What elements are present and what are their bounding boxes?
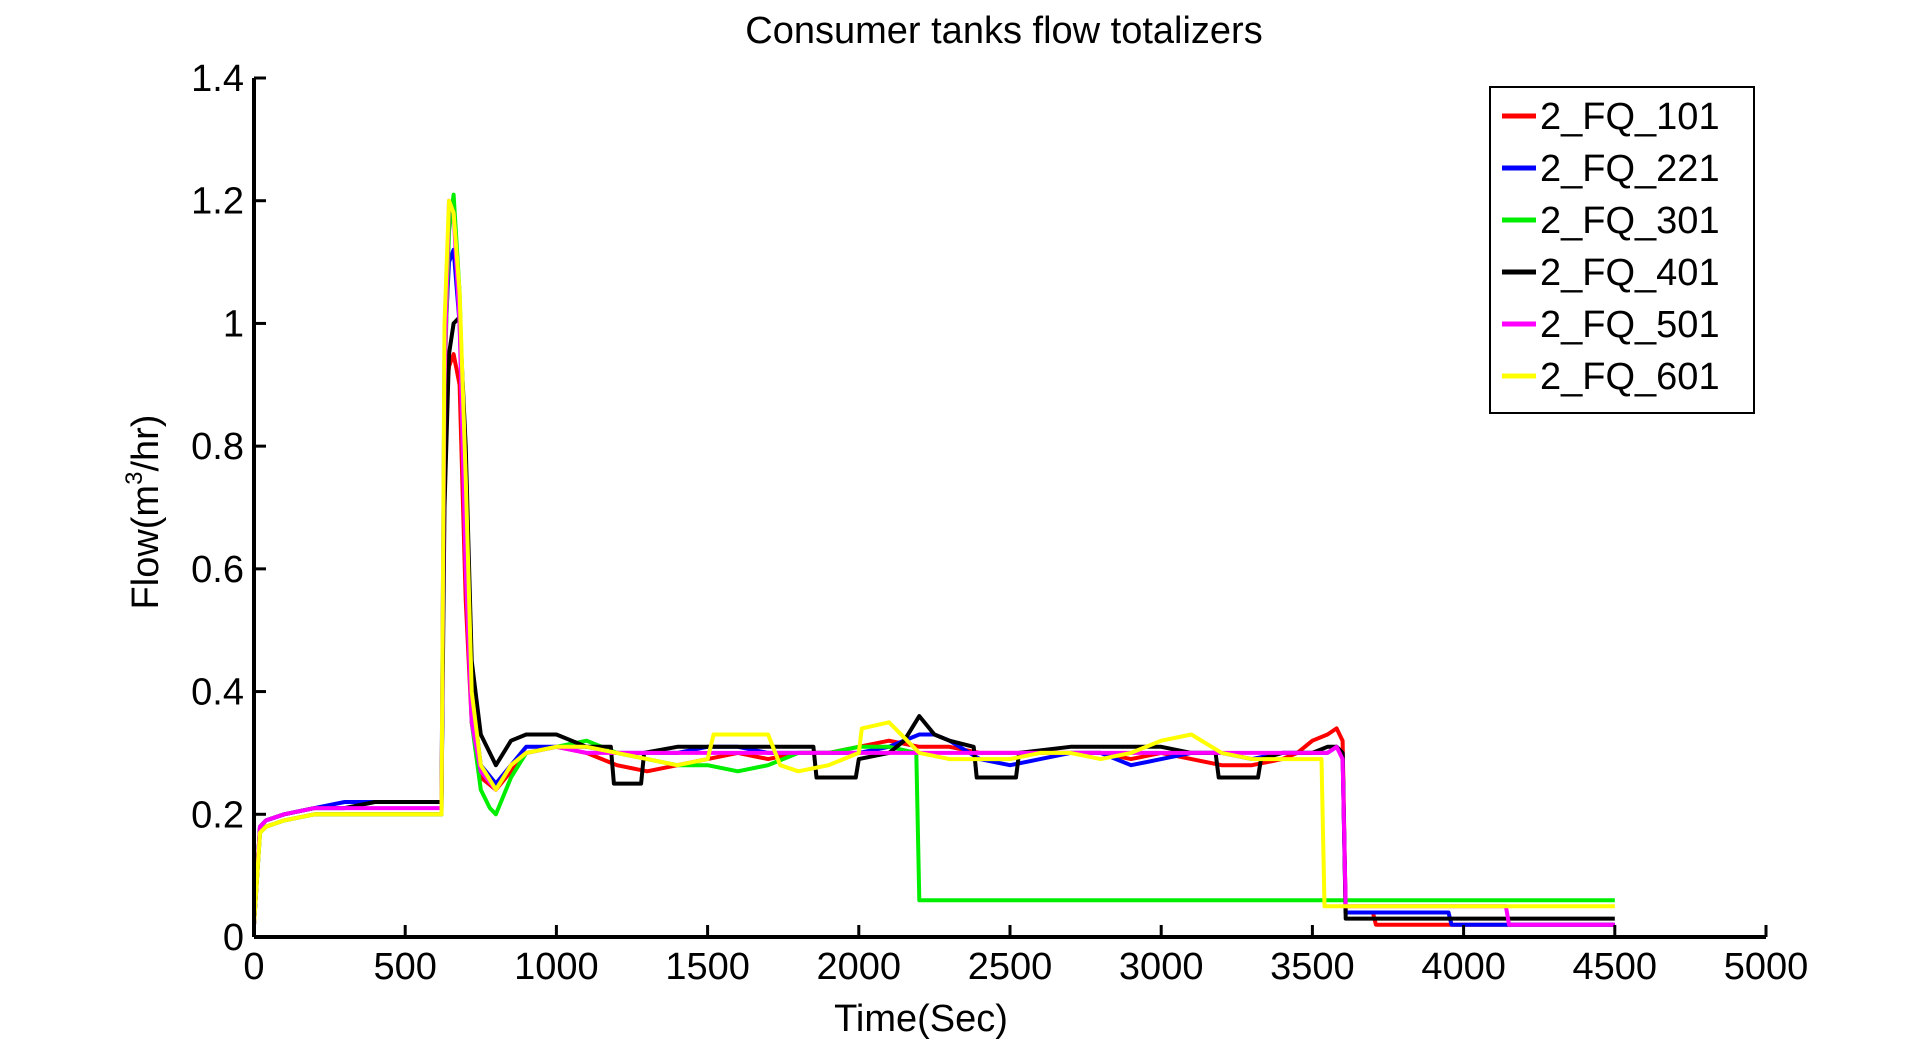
x-axis-label: Time(Sec) <box>834 998 1008 1040</box>
ticks-group: 0 500 1000 1500 2000 2500 3000 3500 4000 4500 5000… <box>191 58 1808 988</box>
x-tick-label: 2500 <box>968 946 1053 988</box>
x-tick-label: 4500 <box>1573 946 1658 988</box>
legend: 2_FQ_101 2_FQ_221 2_FQ_301 2_FQ_401 2_FQ_501… <box>1489 86 1755 414</box>
y-axis-label-main: Flow(m <box>125 485 167 610</box>
x-tick-label: 500 <box>373 946 436 988</box>
y-axis-label-tail: /hr) <box>125 415 167 472</box>
legend-label: 2_FQ_101 <box>1540 96 1720 138</box>
y-tick-label: 0.8 <box>191 426 244 468</box>
series-line-2_FQ_601 <box>252 198 1615 925</box>
series-group <box>252 192 1615 927</box>
y-axis-label: Flow(m3/hr) <box>121 415 167 610</box>
x-tick-label: 2000 <box>817 946 902 988</box>
legend-label: 2_FQ_401 <box>1540 252 1720 294</box>
x-tick-label: 5000 <box>1724 946 1809 988</box>
y-tick-label: 0.4 <box>191 672 244 714</box>
chart-title: Consumer tanks flow totalizers <box>745 10 1262 52</box>
y-tick-label: 0.2 <box>191 794 244 836</box>
y-axis-label-sup: 3 <box>121 472 148 485</box>
x-tick-label: 3500 <box>1270 946 1355 988</box>
y-tick-label: 0 <box>223 917 244 959</box>
legend-box <box>1489 86 1755 414</box>
x-tick-label: 0 <box>243 946 264 988</box>
y-tick-label: 1.2 <box>191 181 244 223</box>
x-tick-label: 1500 <box>665 946 750 988</box>
legend-label: 2_FQ_501 <box>1540 304 1720 346</box>
y-tick-label: 1.4 <box>191 58 244 100</box>
y-tick-label: 0.6 <box>191 549 244 591</box>
x-tick-label: 4000 <box>1421 946 1506 988</box>
legend-label: 2_FQ_601 <box>1540 356 1720 398</box>
x-tick-label: 3000 <box>1119 946 1204 988</box>
legend-label: 2_FQ_301 <box>1540 200 1720 242</box>
legend-label: 2_FQ_221 <box>1540 148 1720 190</box>
y-tick-label: 1 <box>223 303 244 345</box>
x-tick-label: 1000 <box>514 946 599 988</box>
series-line-2_FQ_501 <box>252 198 1615 927</box>
